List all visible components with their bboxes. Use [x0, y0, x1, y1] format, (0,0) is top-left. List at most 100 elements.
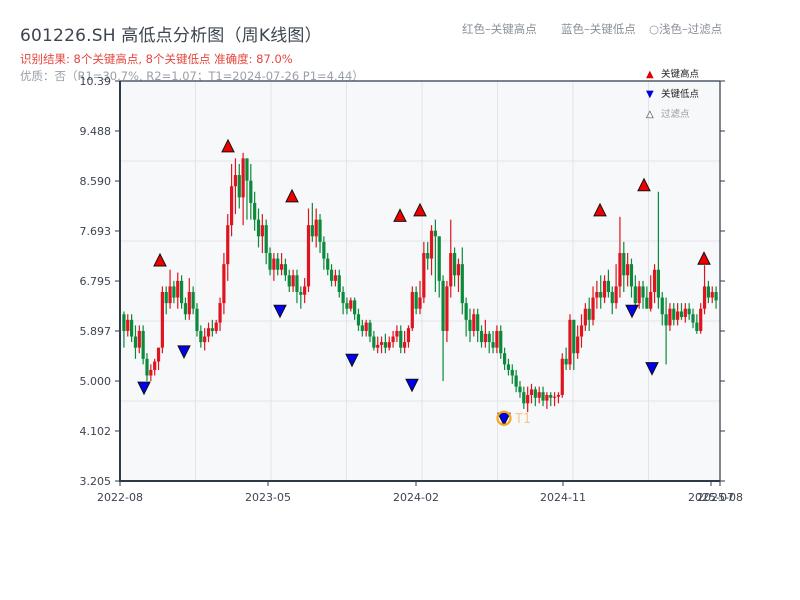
candle — [676, 303, 680, 326]
candle — [472, 308, 476, 337]
candle — [602, 275, 607, 304]
key-high-marker — [153, 252, 167, 267]
candle — [137, 325, 141, 354]
candle — [314, 208, 318, 248]
candle — [145, 353, 149, 382]
candle — [587, 297, 591, 331]
candle — [268, 247, 272, 276]
candle — [368, 319, 372, 343]
candle — [403, 330, 407, 354]
candle — [449, 219, 453, 298]
candle — [187, 278, 191, 320]
candle — [130, 314, 134, 343]
candle — [591, 286, 595, 326]
candle — [506, 358, 511, 376]
candle — [702, 265, 707, 315]
candle — [583, 303, 587, 331]
t1-ring — [496, 410, 512, 426]
candle — [564, 347, 568, 370]
key-low-marker — [345, 353, 359, 368]
key-low-marker — [137, 381, 151, 396]
candle — [295, 269, 299, 304]
candle — [256, 208, 261, 248]
candle — [122, 311, 126, 348]
candle — [349, 297, 353, 312]
candle — [372, 330, 376, 351]
candles — [122, 152, 718, 413]
candle — [668, 303, 672, 331]
candle — [168, 269, 172, 309]
candle — [379, 336, 384, 354]
candle — [460, 247, 464, 315]
candle — [318, 214, 322, 254]
candle — [537, 386, 541, 404]
candle — [283, 258, 288, 281]
candle — [406, 325, 411, 348]
candle — [364, 319, 368, 337]
legend-label-filtered: 过滤点 — [661, 109, 690, 120]
candle — [429, 225, 434, 276]
candle — [526, 386, 530, 413]
candle — [326, 253, 330, 276]
candle — [414, 286, 418, 315]
candle — [199, 325, 203, 348]
candle — [533, 386, 537, 407]
candle — [552, 392, 557, 407]
candle — [218, 297, 222, 331]
candle — [706, 280, 710, 304]
candle — [502, 347, 507, 370]
x-tick-label: 2024-02 — [393, 491, 439, 504]
candle — [329, 264, 334, 287]
candle — [579, 314, 584, 348]
candle — [395, 325, 399, 343]
candle — [249, 163, 253, 220]
candle — [441, 275, 445, 382]
candle — [383, 333, 387, 354]
legend-key-high: ▲ 关键高点 — [646, 66, 699, 80]
candle — [514, 369, 518, 393]
candle — [418, 280, 422, 315]
candle — [291, 269, 295, 292]
x-tick-label: 2023-05 — [245, 491, 291, 504]
candle — [272, 253, 276, 281]
candle — [618, 216, 622, 298]
candle — [495, 325, 499, 354]
candle — [456, 258, 461, 292]
candle — [483, 319, 487, 348]
candle — [341, 286, 345, 315]
candle — [687, 303, 691, 320]
key-low-marker — [177, 345, 191, 360]
candle — [222, 253, 226, 315]
candle — [491, 330, 495, 354]
candle — [337, 269, 341, 298]
key-high-marker — [413, 202, 427, 217]
candle — [310, 202, 314, 242]
candle — [560, 353, 564, 398]
candle — [156, 347, 161, 370]
key-low-marker — [405, 378, 419, 393]
candle — [183, 297, 188, 320]
x-tick-label: 2025-07 — [688, 491, 734, 504]
key-high-marker — [285, 188, 299, 203]
candle — [260, 214, 264, 254]
candle — [549, 392, 553, 407]
candle — [656, 191, 660, 309]
candle — [652, 264, 657, 304]
candle — [545, 392, 549, 409]
t1-label: T1 — [514, 412, 531, 427]
quality-summary: 优质：否（R1=30.7%, R2=1.07；T1=2024-07-26 P1=… — [20, 69, 364, 83]
candle — [672, 303, 676, 326]
candle — [287, 269, 291, 292]
candle — [606, 269, 611, 298]
page-title: 601226.SH 高低点分析图（周K线图） — [20, 26, 322, 46]
candle — [203, 328, 207, 351]
candle — [464, 297, 468, 337]
candle — [191, 286, 195, 315]
y-tick-label: 8.590 — [80, 175, 112, 188]
candle — [468, 308, 472, 343]
pivot-markers: T1 — [137, 138, 711, 427]
candle — [445, 280, 449, 343]
y-tick-label: 6.795 — [80, 275, 112, 288]
legend-label-low: 关键低点 — [661, 89, 700, 100]
